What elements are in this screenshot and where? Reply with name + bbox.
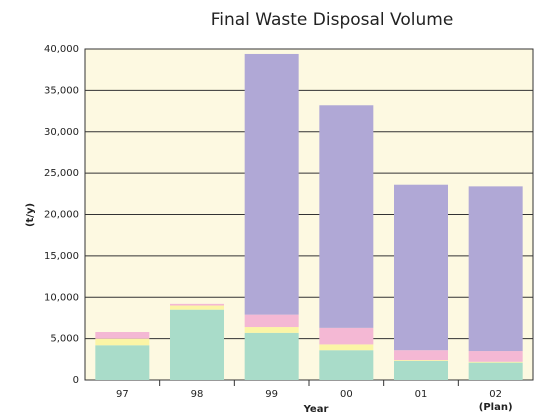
bar-segment: [394, 184, 448, 351]
x-annotation: (Plan): [479, 402, 513, 413]
y-tick-label: 40,000: [44, 44, 79, 55]
y-tick-label: 30,000: [44, 127, 79, 138]
bar-segment: [170, 303, 224, 306]
bar-segment: [95, 345, 150, 380]
bar-segment: [170, 305, 224, 310]
x-tick-label: 99: [265, 389, 278, 400]
y-tick-label: 10,000: [44, 292, 79, 303]
y-tick-label: 35,000: [44, 85, 79, 96]
bar-segment: [468, 362, 523, 380]
bar-segment: [394, 350, 448, 361]
y-tick-label: 15,000: [44, 251, 79, 262]
bar-segment: [244, 327, 299, 333]
x-axis-label: Year: [303, 404, 329, 415]
bar-segment: [468, 186, 523, 352]
y-tick-label: 5,000: [50, 334, 79, 345]
chart-title: Final Waste Disposal Volume: [211, 10, 454, 30]
bar-segment: [95, 332, 150, 339]
bar-segment: [319, 105, 374, 328]
bar-segment: [170, 309, 224, 380]
x-tick-label: 02: [489, 389, 502, 400]
bar-segment: [95, 338, 150, 346]
bar-segment: [319, 350, 374, 380]
x-tick-label: 97: [116, 389, 129, 400]
y-tick-label: 0: [73, 375, 79, 386]
bar-segment: [244, 53, 299, 315]
bar-segment: [244, 332, 299, 380]
bar-segment: [468, 351, 523, 362]
bar-segment: [319, 327, 374, 345]
x-tick-label: 01: [415, 389, 428, 400]
y-axis-label: (t/y): [25, 203, 36, 227]
bar-segment: [468, 361, 523, 363]
bar-segment: [394, 360, 448, 380]
bar-segment: [394, 360, 448, 361]
bar-segment: [319, 344, 374, 351]
y-tick-label: 25,000: [44, 168, 79, 179]
y-tick-label: 20,000: [44, 210, 79, 221]
x-tick-label: 98: [191, 389, 204, 400]
bar-segment: [244, 314, 299, 328]
x-tick-label: 00: [340, 389, 353, 400]
